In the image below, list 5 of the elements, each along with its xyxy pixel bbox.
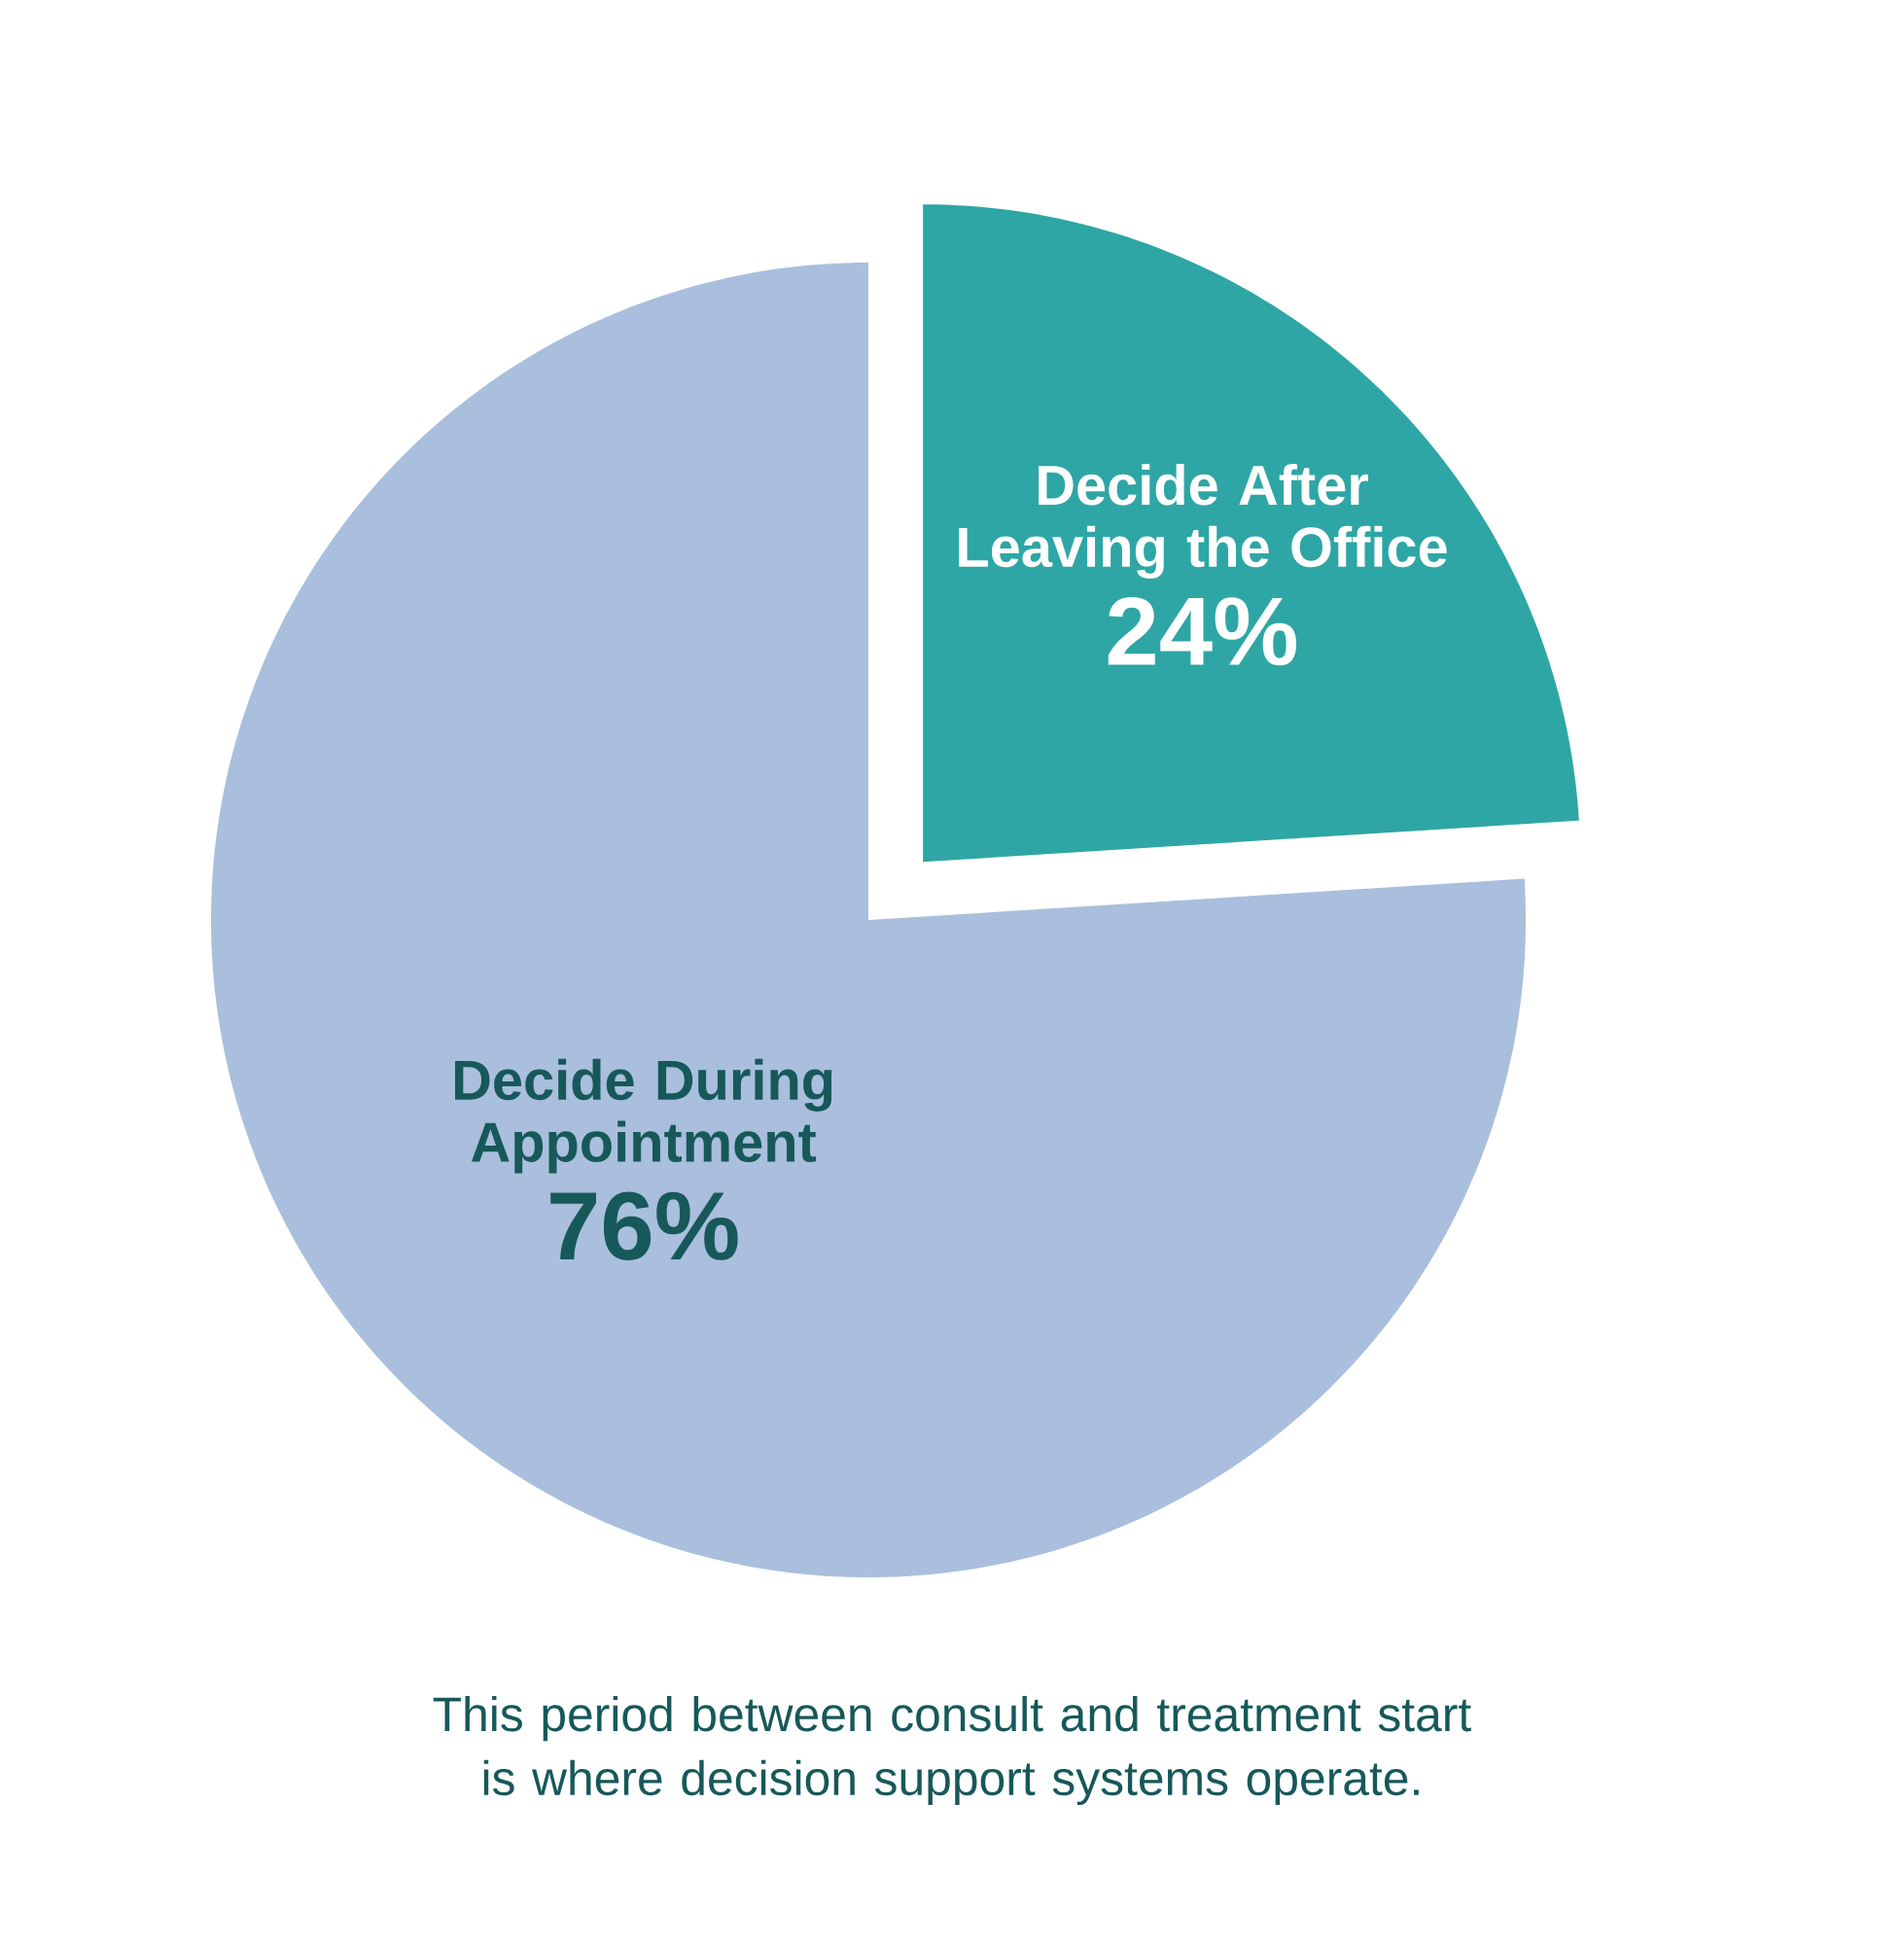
slice-label: Decide During Appointment [455, 1058, 832, 1174]
slice-label: Decide After Leaving the Office [959, 464, 1447, 579]
text: This period between consult and treatment start is where decision support systems operate. [433, 1695, 1471, 1806]
data-label: 76% [550, 1191, 738, 1260]
data-label: 24% [1108, 596, 1297, 666]
